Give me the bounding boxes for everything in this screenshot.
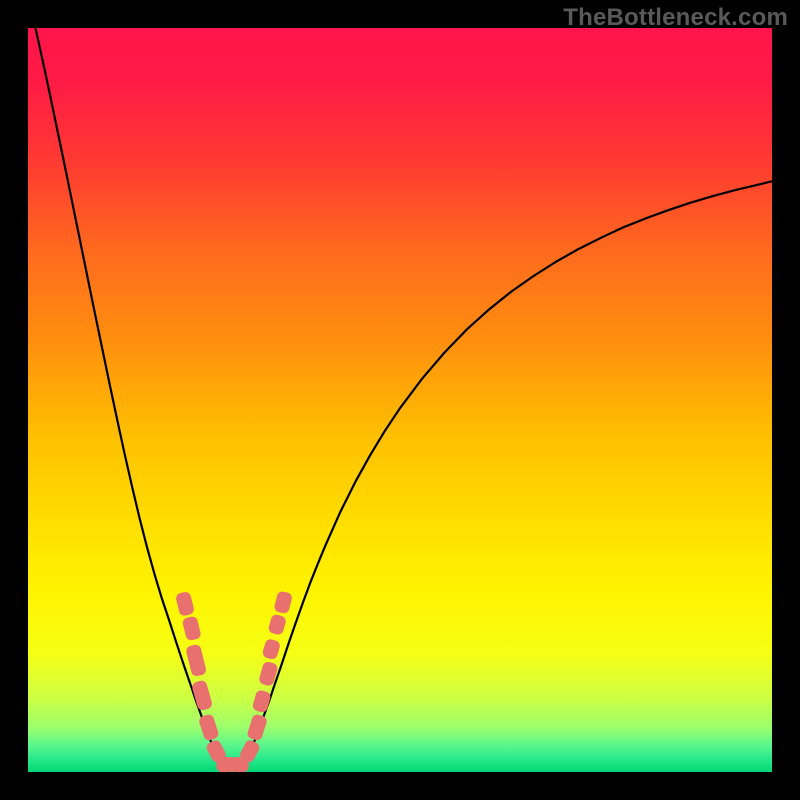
plot-area xyxy=(28,28,772,772)
chart-container: TheBottleneck.com xyxy=(0,0,800,800)
bottleneck-curve-chart xyxy=(28,28,772,772)
gradient-background xyxy=(28,28,772,772)
